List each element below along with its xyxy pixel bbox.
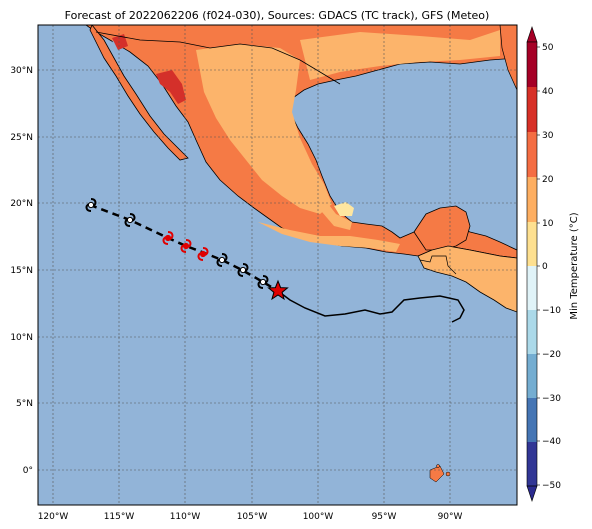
x-tick-label: 100°W bbox=[303, 512, 334, 522]
colorbar-tick: −30 bbox=[542, 394, 561, 404]
y-tick-label: 15°N bbox=[10, 266, 33, 276]
y-axis: 30°N 25°N 20°N 15°N 10°N 5°N 0° bbox=[10, 66, 33, 476]
colorbar-tick: 30 bbox=[542, 131, 554, 141]
colorbar-tick: 0 bbox=[542, 262, 548, 272]
star-icon bbox=[267, 279, 289, 301]
hot-spot-sonora bbox=[156, 70, 186, 104]
x-axis: 120°W 115°W 110°W 105°W 100°W 95°W 90°W bbox=[38, 512, 463, 522]
south-mild bbox=[258, 222, 400, 252]
x-tick-label: 110°W bbox=[170, 512, 201, 522]
gridlines bbox=[38, 25, 517, 505]
y-tick-label: 0° bbox=[23, 466, 33, 476]
colorbar-tick: −50 bbox=[542, 481, 561, 491]
colorbar-label: Min Temperature (°C) bbox=[569, 212, 580, 319]
guatemala-border bbox=[419, 255, 457, 275]
colorbar-tick: 10 bbox=[542, 219, 554, 229]
plateau-mild bbox=[196, 44, 332, 214]
caribbean-land bbox=[499, 25, 517, 91]
past-track-line bbox=[277, 290, 465, 323]
us-mexico-border bbox=[95, 31, 341, 85]
colorbar-tick: 20 bbox=[542, 175, 554, 185]
central-america bbox=[417, 245, 517, 313]
y-tick-label: 5°N bbox=[16, 399, 33, 409]
colorbar-tick: −20 bbox=[542, 350, 561, 360]
map-frame bbox=[37, 24, 518, 506]
x-tick-label: 120°W bbox=[38, 512, 69, 522]
colorbar-tick: 50 bbox=[542, 43, 554, 53]
colorbar-tick: −10 bbox=[542, 306, 561, 316]
map-area bbox=[38, 25, 517, 505]
x-tick-label: 105°W bbox=[237, 512, 268, 522]
y-tick-label: 20°N bbox=[10, 199, 33, 209]
colorbar-tick: −40 bbox=[542, 437, 561, 447]
baja-california bbox=[89, 25, 189, 161]
x-tick-label: 115°W bbox=[104, 512, 135, 522]
colorbar-tick: 40 bbox=[542, 87, 554, 97]
y-tick-label: 25°N bbox=[10, 133, 33, 143]
highland-cool bbox=[334, 202, 354, 216]
hot-spot-north bbox=[112, 34, 128, 50]
colorbar-min-arrow bbox=[526, 485, 538, 502]
colorbar-max-arrow bbox=[526, 26, 538, 43]
gulf-of-california bbox=[112, 40, 196, 156]
y-tick-label: 10°N bbox=[10, 333, 33, 343]
figure-title: Forecast of 2022062206 (f024-030), Sourc… bbox=[65, 9, 490, 22]
x-tick-label: 95°W bbox=[372, 512, 397, 522]
y-tick-label: 30°N bbox=[10, 66, 33, 76]
x-tick-label: 90°W bbox=[438, 512, 463, 522]
coast-mild bbox=[322, 196, 352, 230]
colorbar: 50 40 30 20 10 0 −10 −20 −30 −40 −50 Min… bbox=[526, 26, 580, 502]
